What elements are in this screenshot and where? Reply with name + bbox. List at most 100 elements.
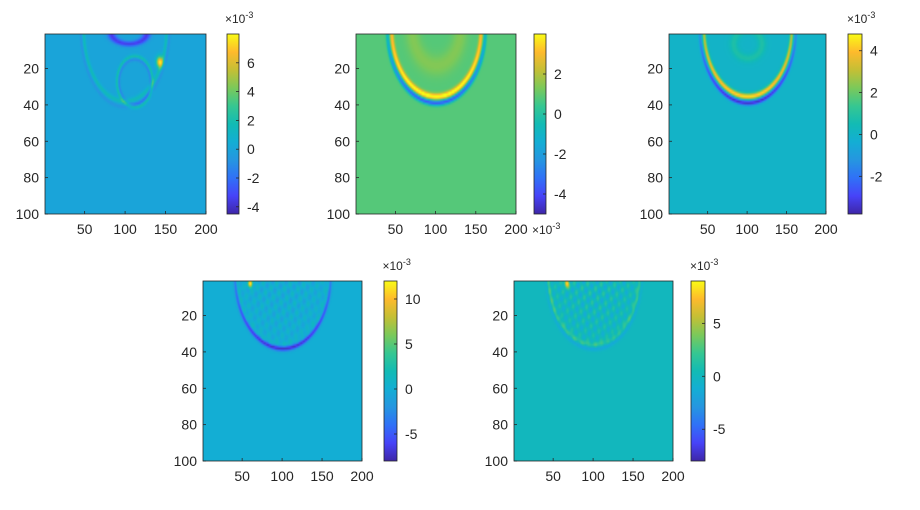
- x-tick-label: 100: [113, 221, 137, 237]
- colorbar: -4 -2 0 2 ×10-3: [532, 33, 567, 237]
- y-tick-label: 40: [181, 344, 197, 360]
- colorbar-tick-label: 0: [870, 126, 878, 142]
- y-tick-label: 20: [647, 61, 663, 77]
- colorbar-frame: [533, 33, 547, 215]
- colorbar-exponent-label: ×10-3: [690, 257, 718, 273]
- y-tick-label: 40: [23, 97, 39, 113]
- colorbar-tick-label: -2: [870, 168, 883, 184]
- x-tick-label: 150: [464, 221, 488, 237]
- colorbar-gradient: [534, 34, 546, 214]
- colorbar-frame: [690, 280, 706, 462]
- exponent-power: -3: [245, 10, 253, 20]
- exponent-base: ×10: [690, 259, 711, 273]
- colorbar-exponent-label: ×10-3: [383, 257, 411, 273]
- y-tick-label: 100: [485, 453, 509, 469]
- x-tick-label: 50: [77, 221, 93, 237]
- x-tick-label: 150: [154, 221, 178, 237]
- colorbar-tick-label: 4: [247, 84, 255, 100]
- axes-frame: [355, 33, 517, 215]
- exponent-base: ×10: [847, 12, 868, 26]
- x-tick-label: 150: [310, 468, 334, 484]
- y-tick-label: 100: [640, 206, 664, 222]
- x-tick-label: 200: [504, 221, 528, 237]
- colorbar-tick-label: 0: [713, 368, 721, 384]
- colorbar-gradient: [691, 281, 705, 461]
- colorbar-tick-label: 10: [405, 291, 421, 307]
- colorbar-tick-label: 5: [713, 315, 721, 331]
- colorbar-tick-label: 4: [870, 43, 878, 59]
- colorbar: -5 0 5 10 ×10-3: [383, 257, 421, 462]
- y-tick-label: 80: [181, 417, 197, 433]
- y-tick-label: 60: [334, 133, 350, 149]
- colorbar-gradient: [227, 34, 239, 214]
- heatmap-image: [45, 34, 206, 214]
- y-tick-label: 20: [23, 61, 39, 77]
- colorbar-tick-label: -2: [554, 146, 567, 162]
- subplot-1: 50 100 150 200 20 40 60 80 100 -4 -2 0 2 4 6 ×10-3: [16, 10, 260, 237]
- x-tick-label: 200: [661, 468, 685, 484]
- colorbar-tick-label: 2: [247, 112, 255, 128]
- heatmap-image: [203, 281, 362, 461]
- y-tick-label: 80: [492, 417, 508, 433]
- axes-frame: [44, 33, 207, 215]
- colorbar-exponent-label: ×10-3: [847, 10, 875, 26]
- colorbar-tick-label: -2: [247, 170, 260, 186]
- exponent-power: -3: [867, 10, 875, 20]
- colorbar-tick-label: 0: [247, 141, 255, 157]
- x-tick-label: 100: [735, 221, 759, 237]
- colorbar-tick-label: -5: [405, 426, 418, 442]
- x-tick-label: 200: [194, 221, 218, 237]
- x-tick-label: 200: [814, 221, 838, 237]
- y-tick-label: 60: [647, 133, 663, 149]
- colorbar: -2 0 2 4 ×10-3: [847, 10, 883, 215]
- exponent-base: ×10: [383, 259, 404, 273]
- y-tick-label: 100: [327, 206, 351, 222]
- heatmap-image: [514, 281, 673, 461]
- colorbar-tick-label: 0: [405, 381, 413, 397]
- y-tick-label: 40: [492, 344, 508, 360]
- y-tick-label: 100: [174, 453, 198, 469]
- colorbar-frame: [847, 33, 863, 215]
- heatmap-image: [356, 34, 516, 214]
- x-tick-label: 50: [700, 221, 716, 237]
- y-tick-label: 60: [181, 380, 197, 396]
- y-tick-label: 40: [334, 97, 350, 113]
- exponent-base: ×10: [225, 12, 246, 26]
- y-tick-label: 80: [23, 170, 39, 186]
- x-tick-label: 100: [270, 468, 294, 484]
- x-tick-label: 100: [424, 221, 448, 237]
- x-tick-label: 100: [581, 468, 605, 484]
- subplot-4: 50 100 150 200 20 40 60 80 100 -5 0 5 10 ×10-3: [174, 257, 421, 484]
- exponent-power: -3: [403, 257, 411, 267]
- colorbar-tick-label: 6: [247, 55, 255, 71]
- subplot-2: 50 100 150 200 20 40 60 80 100 -4 -2 0 2 ×10-3: [327, 33, 567, 237]
- colorbar-tick-label: -5: [713, 421, 726, 437]
- y-tick-label: 80: [647, 170, 663, 186]
- x-tick-label: 200: [350, 468, 374, 484]
- x-tick-label: 50: [234, 468, 250, 484]
- y-tick-label: 80: [334, 170, 350, 186]
- subplot-3: 50 100 150 200 20 40 60 80 100 -2 0 2 4 ×10-3: [640, 10, 883, 237]
- colorbar-gradient: [848, 34, 862, 214]
- y-tick-label: 60: [23, 133, 39, 149]
- x-tick-label: 150: [621, 468, 645, 484]
- subplot-5: 50 100 150 200 20 40 60 80 100 -5 0 5 ×10-3: [485, 257, 726, 484]
- colorbar-exponent-label: ×10-3: [532, 221, 560, 237]
- colorbar-exponent-label: ×10-3: [225, 10, 253, 26]
- exponent-power: -3: [710, 257, 718, 267]
- x-tick-label: 50: [388, 221, 404, 237]
- colorbar-tick-label: -4: [247, 199, 260, 215]
- exponent-power: -3: [552, 221, 560, 231]
- colorbar-tick-label: 5: [405, 336, 413, 352]
- colorbar-tick-label: -4: [554, 186, 567, 202]
- colorbar: -5 0 5 ×10-3: [690, 257, 726, 462]
- colorbar-frame: [226, 33, 240, 215]
- y-tick-label: 100: [16, 206, 40, 222]
- colorbar-gradient: [384, 281, 397, 461]
- y-tick-label: 60: [492, 380, 508, 396]
- x-tick-label: 150: [775, 221, 799, 237]
- heatmap-image: [669, 34, 826, 214]
- x-tick-label: 50: [545, 468, 561, 484]
- y-tick-label: 20: [181, 308, 197, 324]
